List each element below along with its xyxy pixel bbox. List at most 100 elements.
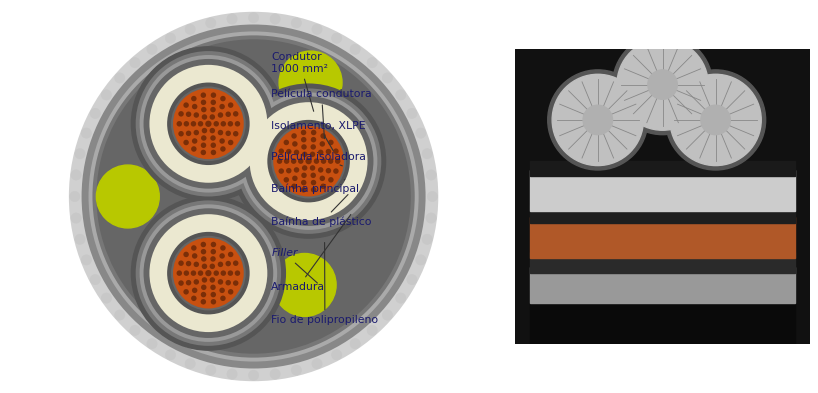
Circle shape [302, 152, 308, 157]
Bar [530, 161, 795, 176]
Circle shape [331, 350, 342, 360]
Circle shape [202, 264, 207, 269]
Circle shape [209, 128, 215, 133]
Circle shape [186, 112, 191, 117]
Circle shape [192, 104, 197, 109]
Circle shape [422, 234, 432, 244]
Circle shape [292, 141, 298, 147]
Circle shape [416, 128, 426, 138]
Circle shape [233, 261, 239, 266]
Circle shape [115, 73, 125, 83]
Circle shape [301, 187, 306, 193]
Circle shape [173, 238, 244, 309]
Bar [530, 267, 795, 303]
Circle shape [209, 114, 215, 120]
Circle shape [272, 124, 346, 198]
Circle shape [226, 112, 231, 117]
Circle shape [219, 253, 225, 259]
Circle shape [328, 158, 334, 164]
Circle shape [382, 310, 393, 320]
Circle shape [270, 369, 281, 379]
Circle shape [228, 289, 233, 295]
Circle shape [192, 288, 197, 293]
Circle shape [191, 121, 196, 127]
Circle shape [177, 121, 182, 127]
Circle shape [233, 111, 239, 117]
Circle shape [292, 176, 298, 181]
Circle shape [130, 325, 140, 336]
Circle shape [209, 277, 215, 283]
Circle shape [233, 131, 239, 136]
Circle shape [328, 177, 334, 183]
Circle shape [97, 165, 160, 228]
Circle shape [92, 35, 415, 358]
Circle shape [194, 279, 199, 285]
Circle shape [666, 70, 766, 170]
Circle shape [171, 236, 245, 310]
Circle shape [396, 293, 406, 303]
Circle shape [198, 270, 204, 276]
Circle shape [220, 146, 226, 152]
Circle shape [701, 105, 730, 135]
Circle shape [226, 280, 231, 285]
Circle shape [178, 280, 184, 286]
Circle shape [75, 234, 85, 244]
Circle shape [130, 57, 140, 68]
Circle shape [291, 184, 297, 189]
Bar [530, 205, 795, 223]
Circle shape [228, 140, 233, 145]
Circle shape [183, 121, 189, 127]
Circle shape [284, 177, 289, 183]
Circle shape [185, 24, 196, 35]
Circle shape [205, 18, 216, 28]
Circle shape [301, 173, 307, 178]
Circle shape [70, 191, 80, 202]
Circle shape [221, 121, 226, 127]
Circle shape [140, 55, 277, 193]
Circle shape [83, 26, 425, 367]
Circle shape [648, 70, 677, 99]
Circle shape [427, 191, 438, 202]
Circle shape [101, 90, 111, 100]
Circle shape [69, 12, 438, 381]
Circle shape [249, 102, 367, 220]
Circle shape [310, 165, 315, 171]
Circle shape [396, 90, 406, 100]
Text: Condutor
1000 mm²: Condutor 1000 mm² [272, 52, 328, 111]
Circle shape [321, 133, 326, 139]
Text: Armadura: Armadura [272, 215, 351, 292]
Circle shape [228, 102, 233, 108]
Circle shape [301, 130, 306, 135]
Circle shape [249, 13, 258, 23]
Circle shape [291, 158, 296, 164]
Circle shape [147, 44, 157, 55]
Circle shape [249, 370, 258, 380]
Circle shape [382, 73, 393, 83]
Circle shape [205, 270, 212, 276]
Circle shape [331, 33, 342, 43]
Circle shape [81, 255, 92, 265]
Circle shape [244, 96, 374, 226]
Circle shape [311, 130, 317, 135]
Circle shape [192, 253, 197, 259]
Bar [530, 217, 795, 258]
Circle shape [426, 213, 436, 223]
Circle shape [150, 65, 267, 183]
Circle shape [350, 338, 360, 349]
Circle shape [273, 253, 336, 316]
Circle shape [194, 130, 199, 135]
Circle shape [311, 180, 317, 185]
Circle shape [311, 187, 317, 193]
Circle shape [286, 168, 291, 173]
Circle shape [210, 135, 216, 141]
Circle shape [200, 299, 206, 305]
Circle shape [278, 168, 284, 174]
Circle shape [326, 168, 331, 173]
Circle shape [143, 208, 273, 338]
Circle shape [191, 146, 196, 152]
Circle shape [186, 261, 191, 266]
Circle shape [186, 280, 191, 285]
Circle shape [183, 140, 189, 145]
Circle shape [201, 107, 206, 112]
Circle shape [218, 262, 223, 267]
